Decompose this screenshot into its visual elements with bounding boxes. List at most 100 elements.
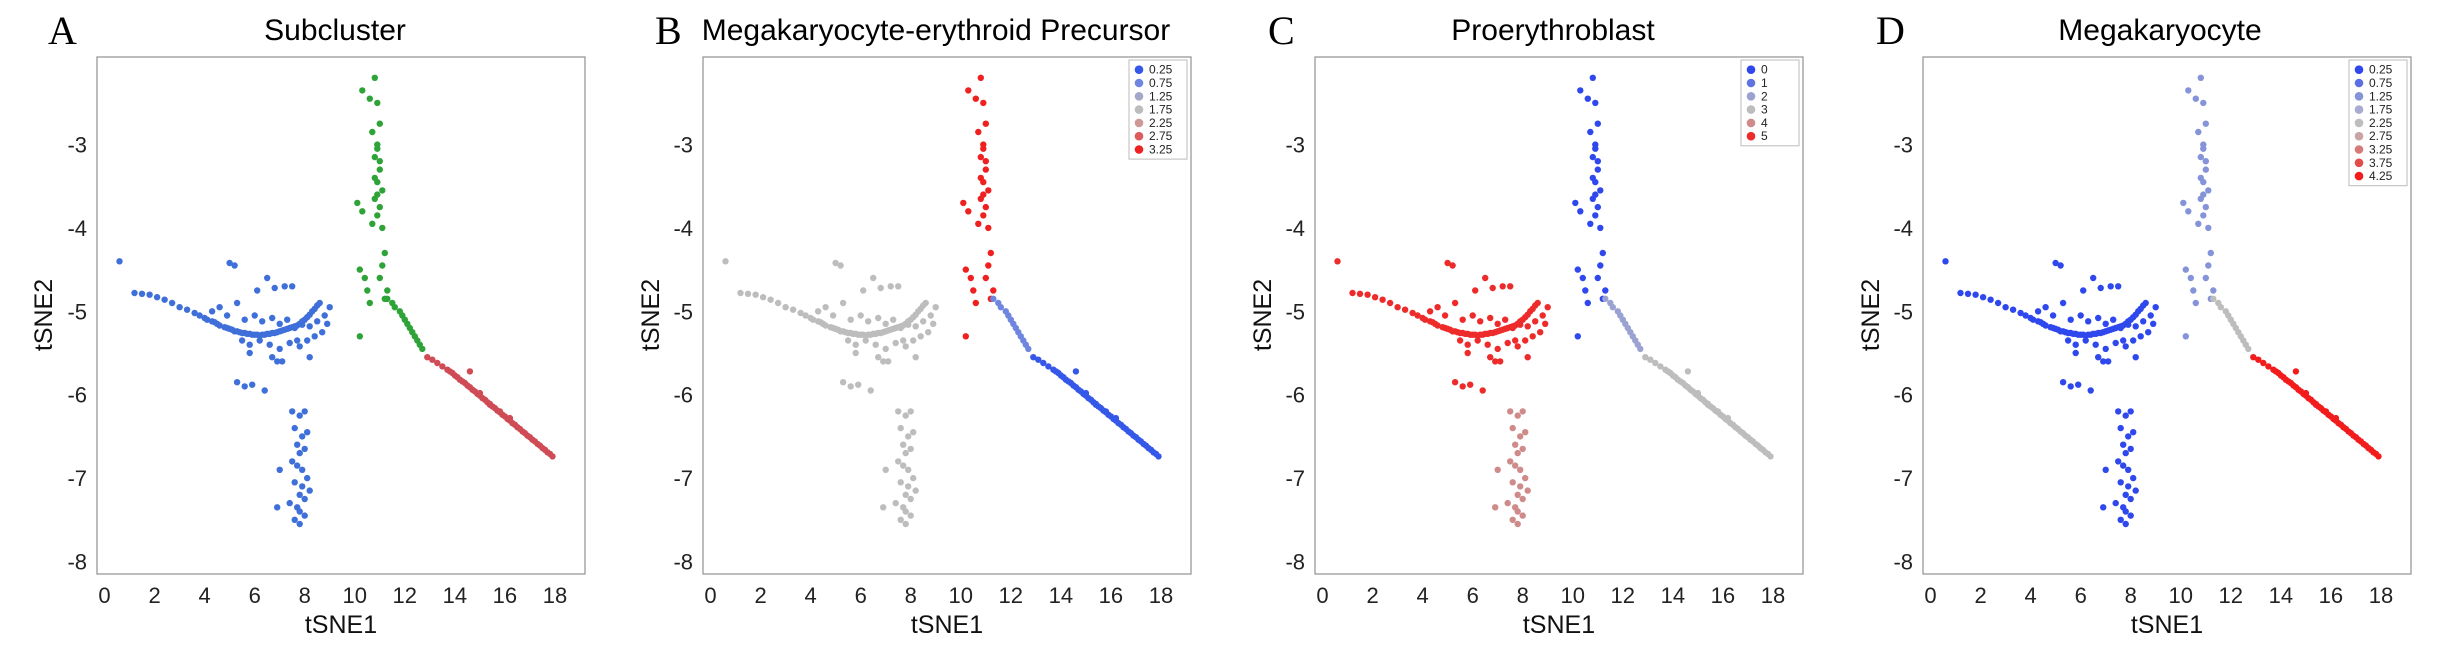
point-b-upper-15: [977, 174, 984, 182]
point-c-bottom-8: [1519, 445, 1526, 453]
point-d-upper-3: [2195, 128, 2202, 136]
panel-title-c: Proerythroblast: [1451, 14, 1655, 47]
legend-swatch-c-2: [1746, 92, 1756, 101]
x-tick-label-c-4: 4: [1416, 583, 1428, 608]
x-tick-label-a-6: 6: [249, 583, 261, 608]
point-b-left-1: [737, 289, 744, 297]
y-tick-label-a-neg6: -6: [67, 383, 87, 408]
point-c-lower-48: [1694, 389, 1702, 397]
point-d-lower-47: [2292, 368, 2300, 375]
point-a-lower-3: [439, 363, 446, 370]
point-b-bottom-24: [897, 516, 904, 523]
x-tick-label-c-10: 10: [1561, 583, 1585, 608]
point-b-bottom-6: [900, 441, 907, 448]
point-a-mid-12: [419, 345, 426, 353]
point-b-bottom-4: [905, 433, 912, 440]
point-b-mid-12: [1025, 345, 1032, 353]
legend-d: 0.250.751.251.752.252.753.253.754.25: [2348, 59, 2408, 187]
point-c-lower-49: [1704, 401, 1712, 408]
point-b-left-94: [847, 383, 854, 390]
point-b-bottom-21: [907, 512, 914, 519]
point-a-upper-0: [371, 74, 378, 82]
point-c-left-74: [1539, 312, 1546, 319]
point-b-left-84: [917, 333, 924, 340]
point-a-upper-1: [374, 99, 381, 107]
point-d-left-79: [2092, 341, 2099, 348]
point-a-bottom-25: [296, 520, 303, 528]
point-b-upper-19: [985, 262, 992, 269]
point-a-lower-0: [424, 354, 431, 361]
point-d-left-9: [2017, 309, 2024, 317]
legend-label-b-0: 0.25: [1149, 63, 1173, 77]
point-a-upper-11: [374, 212, 381, 219]
point-d-lower-51: [2332, 414, 2340, 422]
point-b-upper-28: [972, 299, 979, 307]
point-d-bottom-0: [2115, 408, 2122, 415]
point-c-lower-3: [1657, 363, 1664, 370]
point-c-upper-13: [1597, 224, 1604, 232]
point-a-lower-48: [476, 389, 484, 397]
point-d-left-95: [2075, 381, 2082, 388]
point-d-upper-31: [2192, 95, 2199, 102]
point-d-left-71: [2125, 321, 2132, 328]
point-d-left-3: [1972, 291, 1979, 298]
point-d-mid-2: [2217, 304, 2224, 311]
legend-swatch-d-7: [2354, 158, 2364, 168]
point-c-upper-18: [1599, 249, 1607, 257]
point-d-left-96: [2087, 387, 2094, 394]
point-b-lower-49: [1092, 401, 1100, 408]
x-tick-label-b-18: 18: [1149, 583, 1173, 608]
y-tick-label-d-neg5: -5: [1893, 299, 1913, 324]
point-b-left-62: [829, 312, 837, 319]
y-tick-label-b-neg8: -8: [673, 550, 693, 575]
point-a-left-4: [153, 294, 161, 301]
point-d-left-69: [2110, 316, 2117, 323]
point-a-upper-25: [356, 266, 363, 273]
point-b-bottom-13: [897, 479, 904, 486]
point-a-upper-27: [364, 287, 371, 294]
point-a-bottom-10: [294, 462, 301, 469]
legend-label-c-2: 2: [1761, 89, 1768, 103]
point-a-upper-14: [374, 191, 381, 198]
panel-a: A Subcluster 0 2 4 6 8 10 12 14 16 18 -3-4-5-6-7-…: [30, 8, 586, 639]
point-d-left-98: [2120, 337, 2127, 344]
point-c-left-97: [1492, 358, 1499, 365]
point-b-upper-12: [975, 220, 982, 227]
point-c-left-65: [1469, 312, 1476, 319]
point-b-lower-0: [1030, 354, 1037, 361]
point-d-left-70: [2117, 324, 2124, 332]
point-b-left-63: [839, 299, 847, 307]
legend-swatch-b-0: [1134, 65, 1144, 74]
point-a-left-2: [138, 290, 146, 297]
x-tick-label-c-12: 12: [1611, 583, 1635, 608]
point-d-bottom-14: [2125, 483, 2132, 490]
point-d-lower-3: [2265, 363, 2272, 370]
point-b-left-69: [890, 316, 897, 323]
point-b-upper-23: [960, 199, 967, 207]
point-c-bottom-20: [1514, 508, 1521, 515]
panel-c: C Proerythroblast 0 2 4 6 8 10 12 14 16 18 -3-4-5…: [1249, 8, 1804, 639]
point-d-left-88: [2107, 283, 2114, 290]
point-b-left-74: [927, 312, 934, 319]
y-tick-labels-d: -3 -4 -5 -6 -7 -8: [1893, 133, 1913, 575]
plot-frame-a: [96, 56, 586, 575]
legend-swatch-b-1: [1134, 78, 1144, 88]
point-b-lower-50: [1102, 408, 1110, 415]
point-b-upper-25: [962, 266, 969, 273]
panel-letter-d: D: [1876, 8, 1905, 53]
point-d-upper-20: [2202, 274, 2209, 282]
point-d-bottom-17: [2127, 495, 2134, 503]
point-d-bottom-4: [2125, 433, 2132, 440]
point-c-left-9: [1409, 309, 1416, 317]
point-d-left-80: [2102, 345, 2109, 353]
point-b-lower-1: [1035, 356, 1042, 363]
point-d-left-68: [2102, 320, 2109, 327]
point-a-upper-20: [376, 274, 383, 282]
y-axis-title-c: tSNE2: [1249, 279, 1277, 351]
point-d-lower-46: [2375, 453, 2382, 460]
point-a-upper-18: [381, 249, 388, 257]
point-d-bottom-3: [2117, 424, 2124, 432]
point-b-bottom-0: [895, 408, 902, 415]
legend-swatch-d-4: [2354, 118, 2364, 128]
